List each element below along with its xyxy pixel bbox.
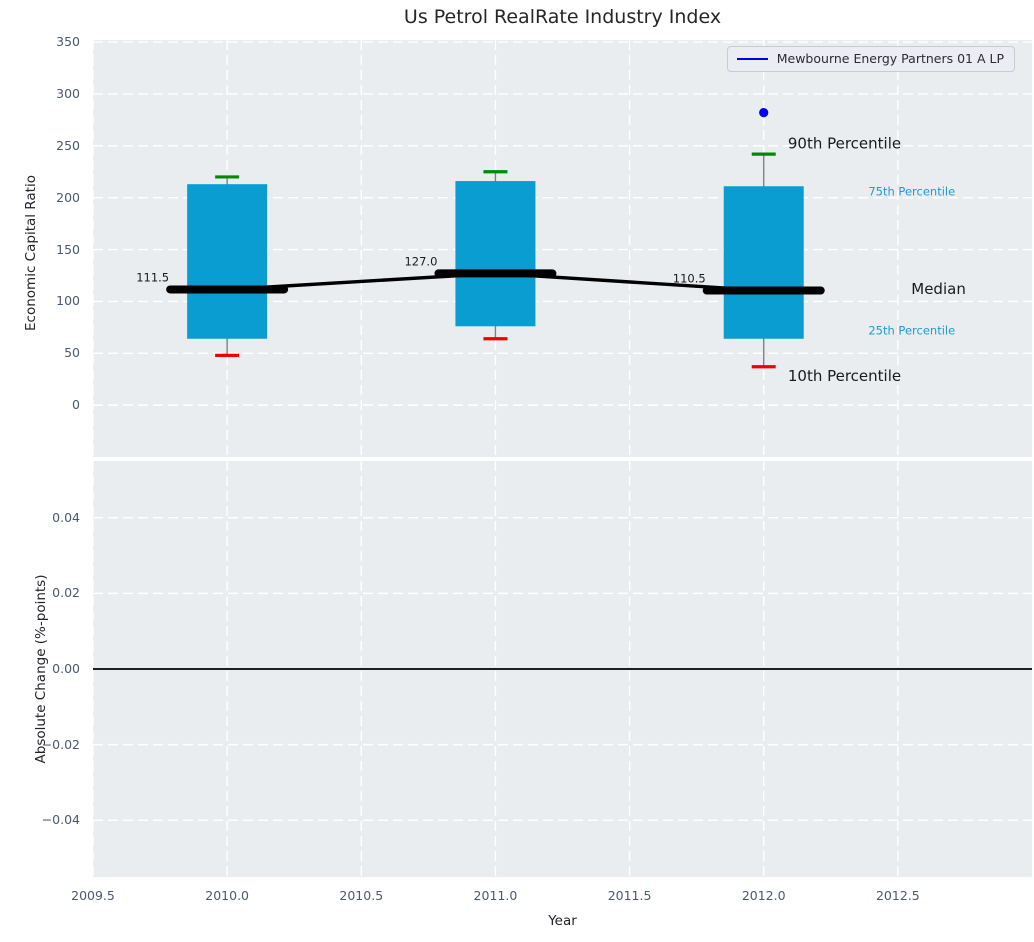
x-axis-label: Year xyxy=(548,913,577,929)
median-value-label-2012: 110.5 xyxy=(673,272,706,286)
percentile-box-2011 xyxy=(455,181,536,327)
y-tick-label-bottom: 0.04 xyxy=(52,509,80,525)
median-value-label-2011: 127.0 xyxy=(404,254,437,268)
y-tick-label-top: 150 xyxy=(56,241,80,257)
top-axes-economic-capital-ratio: 111.5 127.0 110.5 90th Percentile 75th Perce… xyxy=(93,40,1032,457)
legend-line-icon xyxy=(736,57,768,60)
y-tick-label-bottom: −0.02 xyxy=(41,736,80,752)
annotation-median: Median xyxy=(911,280,966,298)
x-tick-label: 2009.5 xyxy=(71,888,115,903)
x-tick-label: 2011.5 xyxy=(607,888,652,903)
legend-label: Mewbourne Energy Partners 01 A LP xyxy=(776,51,1004,66)
y-tick-label-bottom: 0.02 xyxy=(52,585,80,601)
y-tick-label-top: 200 xyxy=(56,189,80,205)
x-tick-label: 2010.5 xyxy=(339,888,384,903)
annotation-25th-percentile: 25th Percentile xyxy=(868,323,955,337)
y-tick-label-bottom: 0.00 xyxy=(52,661,80,676)
x-tick-label: 2010.0 xyxy=(205,888,250,903)
y-tick-label-top: 350 xyxy=(56,34,80,50)
top-plot-canvas: 111.5 127.0 110.5 90th Percentile 75th Perce… xyxy=(93,40,1032,457)
y-tick-label-top: 100 xyxy=(56,293,80,309)
annotation-75th-percentile: 75th Percentile xyxy=(868,184,955,198)
legend: Mewbourne Energy Partners 01 A LP xyxy=(726,46,1015,72)
annotation-10th-percentile: 10th Percentile xyxy=(788,367,901,385)
percentile-box-2012 xyxy=(723,186,804,339)
chart-title: Us Petrol RealRate Industry Index xyxy=(403,6,722,28)
median-value-label-2010: 111.5 xyxy=(136,270,169,284)
percentile-box-2010 xyxy=(187,184,268,339)
x-tick-label: 2012.5 xyxy=(875,888,920,903)
y-tick-label-top: 0 xyxy=(72,397,80,413)
bottom-axes-absolute-change xyxy=(93,461,1032,877)
y-tick-label-top: 50 xyxy=(64,345,80,361)
bottom-plot-canvas xyxy=(93,461,1032,877)
company-point-marker xyxy=(759,108,769,118)
y-tick-label-top: 300 xyxy=(56,85,80,101)
x-tick-label: 2012.0 xyxy=(741,888,786,903)
y-tick-label-top: 250 xyxy=(56,137,80,153)
annotation-90th-percentile: 90th Percentile xyxy=(788,135,901,153)
y-tick-label-bottom: −0.04 xyxy=(41,812,80,828)
x-tick-label: 2011.0 xyxy=(473,888,518,903)
